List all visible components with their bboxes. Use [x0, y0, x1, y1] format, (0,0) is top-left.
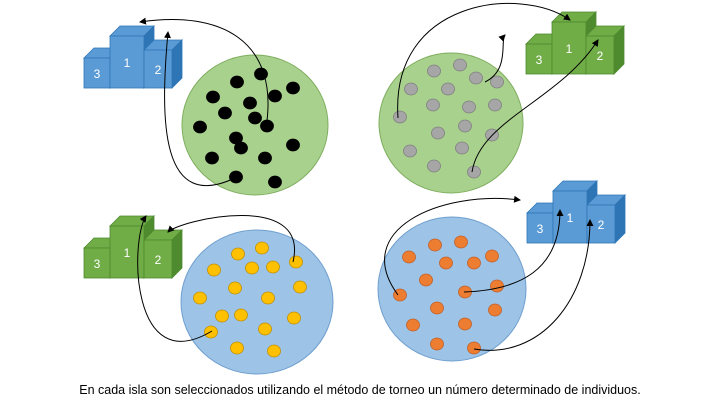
island-top-right-individual	[431, 126, 445, 140]
island-bottom-left-podium-label-3: 3	[94, 257, 101, 271]
island-bottom-left-individual	[245, 261, 259, 275]
island-top-right-podium: 3 1 2	[525, 11, 625, 75]
island-top-right-individual	[455, 141, 469, 155]
island-bottom-right-individual	[402, 250, 416, 264]
island-top-right-individual	[427, 64, 441, 78]
island-top-left-podium-label-1: 1	[124, 56, 131, 70]
island-bottom-left-individual	[267, 344, 281, 358]
island-top-right-individual	[467, 165, 481, 179]
island-top-left-individual	[268, 89, 282, 103]
island-top-left-individual	[268, 175, 282, 189]
island-top-right-individual	[441, 82, 455, 96]
island-top-left-individual	[243, 96, 257, 110]
island-bottom-right-individual	[439, 256, 453, 270]
island-top-left-individual	[218, 106, 232, 120]
island-bottom-right-individual	[485, 249, 499, 263]
island-top-left-individual	[286, 138, 300, 152]
island-bottom-right-podium: 3 1 2	[526, 180, 626, 244]
island-top-right-podium-label-3: 3	[536, 53, 543, 67]
island-bottom-right-individual	[467, 256, 481, 270]
island-bottom-left-individual	[193, 291, 207, 305]
island-top-left-podium-block-2: 2	[143, 39, 183, 89]
island-bottom-left: 3 1 2	[83, 215, 334, 375]
island-top-left: 3 1 2	[83, 17, 329, 196]
island-top-right-individual	[427, 159, 441, 173]
island-bottom-right-individual	[406, 318, 420, 332]
island-top-left-individual	[258, 151, 272, 165]
island-bottom-right-individual	[454, 235, 468, 249]
island-top-left-individual	[205, 151, 219, 165]
caption: En cada isla son seleccionados utilizand…	[79, 383, 641, 397]
island-bottom-left-individual	[228, 281, 242, 295]
island-bottom-left-individual	[258, 322, 272, 336]
island-top-right-podium-block-1: 1	[551, 11, 597, 75]
island-bottom-right-individual	[430, 301, 444, 315]
island-top-left-individual	[248, 111, 262, 125]
island-bottom-left-individual	[207, 263, 221, 277]
island-top-left-individual	[230, 75, 244, 89]
island-bottom-right-podium-label-2: 2	[598, 218, 605, 232]
island-bottom-left-selection-arrow	[167, 215, 296, 263]
island-top-right-selection-arrow	[471, 39, 599, 173]
island-bottom-left-podium: 3 1 2	[83, 215, 183, 279]
island-top-left-individual	[206, 90, 220, 104]
island-bottom-left-individual	[287, 311, 301, 325]
island-bottom-left-individual	[215, 309, 229, 323]
island-top-right-podium-label-1: 1	[566, 42, 573, 56]
island-top-left-individual	[254, 67, 268, 81]
island-bottom-left-podium-label-1: 1	[124, 246, 131, 260]
island-top-left-podium-label-2: 2	[155, 63, 162, 77]
island-bottom-left-selection-arrow	[137, 215, 213, 342]
island-bottom-right-individual	[393, 288, 407, 302]
island-bottom-left-individual	[231, 247, 245, 261]
island-top-right-podium-label-2: 2	[597, 49, 604, 63]
island-bottom-right-podium-block-2: 2	[586, 194, 626, 244]
island-top-right-individual	[488, 98, 502, 112]
island-bottom-right: 3 1 2	[377, 180, 626, 362]
island-top-left-individual	[193, 120, 207, 134]
island-bottom-right-selection-arrow	[473, 219, 594, 351]
island-top-right-selection-arrow	[397, 3, 571, 119]
island-top-left-selection-arrow	[139, 17, 269, 129]
island-top-left-selection-arrow	[163, 31, 238, 186]
island-top-right-individual	[404, 82, 418, 96]
island-bottom-left-podium-block-2: 2	[143, 229, 183, 279]
island-top-right-individual	[490, 75, 504, 89]
island-top-right-individual	[462, 100, 476, 114]
island-bottom-left-individual	[255, 241, 269, 255]
island-top-right-podium-block-2: 2	[585, 25, 625, 75]
island-bottom-left-podium-label-2: 2	[155, 253, 162, 267]
island-bottom-right-individual	[419, 273, 433, 287]
island-bottom-left-individual	[230, 341, 244, 355]
island-bottom-right-podium-label-3: 3	[537, 222, 544, 236]
island-top-right-individual	[426, 98, 440, 112]
island-bottom-right-individual	[488, 303, 502, 317]
island-bottom-right-individual	[430, 337, 444, 351]
island-bottom-right-podium-label-1: 1	[567, 211, 574, 225]
island-top-left-podium-label-3: 3	[94, 67, 101, 81]
island-top-left-individual	[234, 141, 248, 155]
island-bottom-right-selection-arrow	[463, 209, 564, 293]
island-top-right-individual	[453, 58, 467, 72]
island-bottom-left-individual	[266, 260, 280, 274]
island-bottom-left-individual	[293, 280, 307, 294]
island-top-left-individual	[286, 81, 300, 95]
island-top-left-podium: 3 1 2	[83, 25, 183, 89]
island-bottom-left-individual	[289, 255, 303, 269]
island-top-right-individual	[393, 110, 407, 124]
island-top-right-individual	[469, 71, 483, 85]
island-bottom-right-individual	[458, 317, 472, 331]
island-bottom-right-individual	[428, 238, 442, 252]
island-bottom-right-individual	[490, 279, 504, 293]
island-bottom-left-individual	[261, 291, 275, 305]
island-top-right-individual	[458, 119, 472, 133]
island-top-right-selection-arrow	[484, 34, 506, 83]
island-top-right-individual	[403, 144, 417, 158]
island-top-right: 3 1 2	[378, 3, 625, 194]
island-bottom-right-individual	[467, 341, 481, 355]
island-bottom-left-individual	[234, 308, 248, 322]
island-bottom-right-selection-arrow	[384, 195, 521, 296]
